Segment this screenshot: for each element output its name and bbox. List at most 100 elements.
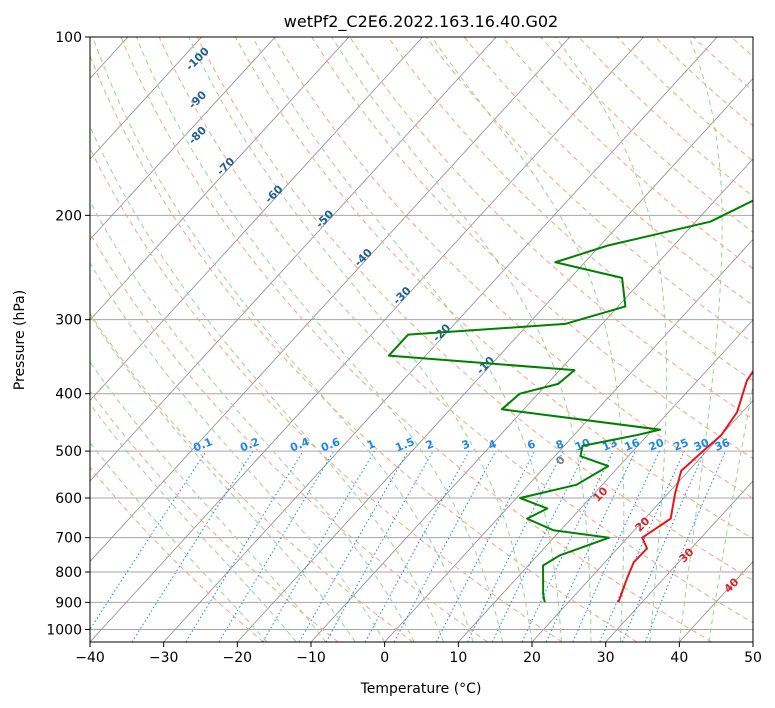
moist-adiabat — [431, 37, 625, 642]
dry-adiabat — [90, 466, 264, 642]
x-tick-label: 30 — [597, 650, 615, 666]
mixing-ratio-line — [131, 450, 254, 642]
x-axis: −40 −30 −20 −10 0 10 20 30 40 50 — [75, 642, 762, 666]
moist-adiabat-label: 10 — [591, 484, 611, 504]
dry-adiabat — [578, 37, 753, 198]
moist-adiabat — [90, 403, 297, 642]
isotherm — [90, 37, 276, 241]
mixing-ratio-label: 10 — [573, 436, 592, 454]
isotherm — [384, 238, 753, 642]
isotherm-label: -50 — [313, 207, 336, 230]
mixing-ratio-line — [599, 450, 685, 642]
y-tick-label: 1000 — [46, 622, 82, 638]
dry-adiabat — [425, 37, 753, 344]
dry-adiabat — [90, 232, 488, 642]
dry-adiabat — [158, 37, 753, 624]
mixing-ratio-line — [621, 450, 706, 642]
y-tick-label: 100 — [55, 30, 82, 46]
x-tick-label: 40 — [670, 650, 688, 666]
x-tick-label: 0 — [380, 650, 389, 666]
mixing-ratio-label: 36 — [713, 436, 732, 454]
isotherm — [90, 37, 350, 321]
moist-adiabat — [331, 37, 592, 642]
mixing-ratio-line — [491, 450, 587, 642]
mixing-ratio-line — [325, 450, 434, 642]
dry-adiabat — [90, 54, 638, 642]
mixing-ratio-line — [467, 450, 564, 642]
dry-adiabat — [616, 37, 753, 162]
isotherm — [531, 399, 753, 642]
x-tick-label: 10 — [449, 650, 467, 666]
moist-adiabat — [555, 37, 668, 642]
mixing-ratio-label: 1.5 — [393, 435, 416, 454]
isotherm — [752, 641, 753, 642]
mixing-ratio-label: 3 — [460, 437, 472, 452]
moist-adiabat — [252, 37, 562, 642]
dry-adiabat — [196, 37, 753, 582]
mixing-ratio-label: 0.6 — [319, 435, 342, 454]
isotherm — [90, 37, 202, 160]
dry-adiabat — [234, 37, 753, 540]
isotherm — [310, 158, 753, 642]
mixing-ratio-line — [185, 450, 304, 642]
moist-adiabat — [92, 37, 474, 642]
mixing-ratio-label: 6 — [525, 437, 537, 452]
mixing-ratio-label: 4 — [487, 437, 499, 452]
mixing-ratio-line — [572, 450, 661, 642]
isotherm-label: -30 — [390, 284, 413, 307]
dewpoint-line — [387, 199, 753, 603]
moist-adiabat — [188, 37, 533, 642]
dry-adiabat — [90, 390, 339, 642]
x-tick-label: −30 — [149, 650, 179, 666]
mixing-ratio-line — [364, 450, 470, 642]
y-axis: 100 200 300 400 500 600 700 800 900 1000 — [46, 30, 90, 638]
x-tick-label: −40 — [75, 650, 105, 666]
background-lines — [90, 37, 753, 642]
moist-adiabat — [90, 262, 386, 642]
isotherm — [163, 37, 718, 642]
dry-adiabat — [387, 37, 753, 382]
dry-adiabat — [120, 37, 712, 642]
isotherm-label: -100 — [183, 44, 212, 73]
mixing-ratio-line — [393, 450, 497, 642]
mixing-ratio-line — [218, 450, 335, 642]
mixing-ratio-label: 25 — [671, 436, 690, 454]
mixing-ratio-line — [545, 450, 636, 642]
isotherm — [237, 77, 753, 642]
isotherm-label: -90 — [186, 88, 209, 111]
isotherm-label: -70 — [214, 155, 237, 178]
isotherm — [458, 319, 753, 642]
isotherm-label: -10 — [474, 354, 497, 377]
mixing-ratio-label: 0.2 — [238, 435, 261, 454]
mixing-ratio-label: 16 — [623, 436, 642, 454]
y-tick-label: 700 — [55, 531, 82, 547]
mixing-ratio-line — [298, 450, 409, 642]
dry-adiabat — [273, 37, 753, 499]
moist-adiabat — [90, 441, 268, 642]
y-tick-label: 500 — [55, 444, 82, 460]
moist-adiabat — [678, 37, 723, 642]
y-tick-label: 800 — [55, 565, 82, 581]
y-tick-label: 400 — [55, 387, 82, 403]
mixing-ratio-label: 0.1 — [191, 435, 214, 454]
moist-adiabat — [90, 361, 327, 642]
y-tick-label: 300 — [55, 313, 82, 329]
mixing-ratio-label: 1 — [365, 437, 377, 452]
profile-series — [387, 199, 753, 603]
mixing-ratio-line — [90, 450, 207, 631]
chart-title: wetPf2_C2E6.2022.163.16.40.G02 — [284, 12, 558, 32]
y-axis-label: Pressure (hPa) — [12, 290, 28, 390]
isotherm — [90, 37, 644, 642]
moist-adiabat — [708, 382, 753, 642]
x-tick-label: 20 — [523, 650, 541, 666]
isotherm — [679, 560, 753, 642]
moist-adiabat-label: 30 — [677, 545, 697, 565]
plot-frame — [89, 36, 754, 643]
x-tick-label: 50 — [744, 650, 762, 666]
mixing-ratio-label: 8 — [554, 437, 566, 452]
isotherm — [605, 480, 753, 642]
mixing-ratio-line — [435, 450, 536, 642]
isotherm-label: -60 — [262, 182, 285, 205]
y-tick-label: 200 — [55, 208, 82, 224]
